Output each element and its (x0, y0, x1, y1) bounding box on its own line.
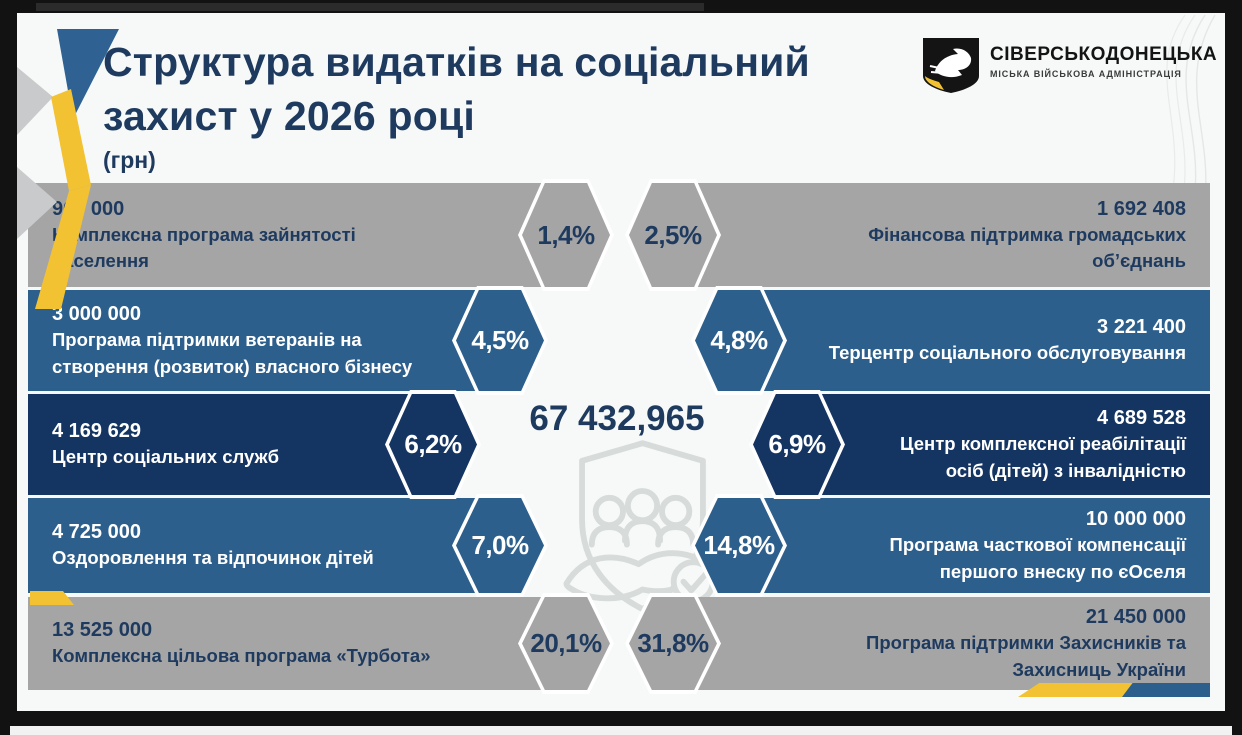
yellow-wedge-decoration (30, 591, 74, 605)
percent-value: 31,8% (637, 628, 709, 658)
program-label: Комплексна цільова програма «Турбота» (52, 645, 431, 667)
percent-value: 1,4% (537, 219, 595, 250)
program-bar: 21 450 000 Програма підтримки Захисників… (665, 597, 1210, 690)
program-bar: 4 689 528 Центр комплексної реабілітації… (789, 394, 1210, 495)
program-amount: 4 169 629 (52, 420, 141, 443)
total-amount: 67 432,965 (529, 399, 705, 438)
program-bar: 10 000 000 Програма часткової компенсаці… (731, 498, 1210, 593)
page-title-line1: Структура видатків на соціальний (103, 39, 810, 85)
logo-text: СІВЕРСЬКОДОНЕЦЬКА МІСЬКА ВІЙСЬКОВА АДМІН… (990, 38, 1217, 79)
next-slide-edge (10, 726, 1232, 735)
program-bar: 4 169 629 Центр соціальних служб (28, 394, 441, 495)
title-block: Структура видатків на соціальний захист … (103, 35, 810, 174)
slide: Структура видатків на соціальний захист … (17, 13, 1225, 711)
percent-value: 4,8% (710, 325, 768, 355)
previous-slide-edge (36, 3, 704, 11)
percent-hexagon: 2,5% (625, 179, 721, 291)
bottom-blue-stripe (1122, 683, 1210, 697)
program-label: Центр соціальних служб (52, 446, 280, 468)
program-amount: 3 221 400 (1097, 316, 1186, 339)
percent-value: 2,5% (644, 219, 702, 250)
percent-value: 6,2% (404, 429, 462, 459)
program-bar: 3 221 400 Терцентр соціального обслугову… (731, 290, 1210, 391)
bottom-yellow-stripe (1018, 683, 1136, 697)
percent-value: 4,5% (471, 325, 529, 355)
program-amount: 3 000 000 (52, 303, 141, 326)
program-amount: 21 450 000 (1085, 606, 1186, 629)
currency-note: (грн) (103, 147, 156, 174)
program-label: Фінансова підтримка громадських об’єднан… (868, 223, 1186, 271)
org-logo: СІВЕРСЬКОДОНЕЦЬКА МІСЬКА ВІЙСЬКОВА АДМІН… (922, 38, 1217, 94)
program-label: Програма часткової компенсації першого в… (889, 534, 1186, 582)
program-bar: 4 725 000 Оздоровлення та відпочинок діт… (28, 498, 508, 593)
percent-value: 14,8% (703, 530, 775, 560)
program-bar: 3 000 000 Програма підтримки ветеранів н… (28, 290, 508, 391)
program-label: Оздоровлення та відпочинок дітей (52, 547, 374, 569)
percent-value: 7,0% (471, 530, 529, 560)
program-amount: 1 692 408 (1097, 197, 1186, 220)
program-amount: 10 000 000 (1085, 508, 1186, 531)
program-label: Терцентр соціального обслуговування (828, 342, 1186, 364)
org-name: СІВЕРСЬКОДОНЕЦЬКА (990, 44, 1218, 65)
percent-value: 20,1% (530, 628, 602, 658)
corner-flag-decoration (17, 29, 119, 309)
org-subtitle: МІСЬКА ВІЙСЬКОВА АДМІНІСТРАЦІЯ (990, 69, 1182, 79)
program-amount: 13 525 000 (52, 619, 153, 642)
program-label: Центр комплексної реабілітації осіб (діт… (900, 433, 1186, 481)
percent-value: 6,9% (768, 429, 826, 459)
program-amount: 4 725 000 (52, 521, 141, 544)
page-title-line2: захист у 2026 році (103, 93, 475, 140)
program-bar: 13 525 000 Комплексна цільова програма «… (28, 597, 574, 690)
program-label: Програма підтримки Захисників та Захисни… (866, 632, 1186, 680)
program-bar: 1 692 408 Фінансова підтримка громадськи… (665, 183, 1210, 287)
logo-shield-falcon-icon (923, 38, 979, 93)
program-label: Програма підтримки ветеранів на створенн… (52, 329, 413, 377)
program-amount: 4 689 528 (1097, 407, 1186, 430)
